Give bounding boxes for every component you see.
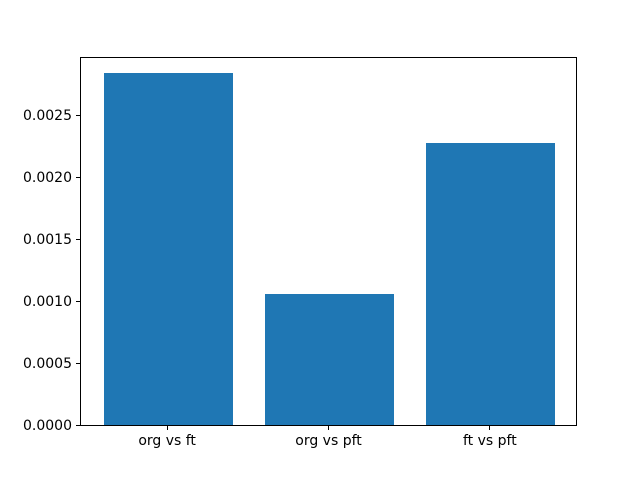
y-tick-mark	[76, 363, 80, 365]
y-tick-label: 0.0020	[23, 170, 72, 187]
y-tick-mark	[76, 301, 80, 303]
x-tick-label-org-vs-ft: org vs ft	[138, 433, 196, 449]
plot-area	[80, 57, 577, 426]
x-tick-label-org-vs-pft: org vs pft	[295, 433, 362, 449]
y-tick-label: 0.0025	[23, 108, 72, 125]
y-tick-label: 0.0015	[23, 232, 72, 249]
bar-org-vs-pft	[264, 293, 395, 425]
y-tick-mark	[76, 115, 80, 117]
bar-ft-vs-pft	[426, 142, 556, 425]
y-tick-mark	[76, 177, 80, 179]
y-tick-label: 0.0005	[23, 356, 72, 373]
x-tick-label-ft-vs-pft: ft vs pft	[463, 433, 517, 449]
x-tick-mark	[166, 426, 168, 430]
bar-org-vs-ft	[103, 73, 233, 425]
x-tick-mark	[328, 426, 329, 430]
y-tick-label: 0.0010	[23, 294, 72, 311]
x-tick-mark	[489, 426, 491, 430]
y-tick-mark	[76, 425, 80, 426]
y-tick-label: 0.0000	[23, 418, 72, 434]
y-tick-mark	[76, 239, 80, 241]
